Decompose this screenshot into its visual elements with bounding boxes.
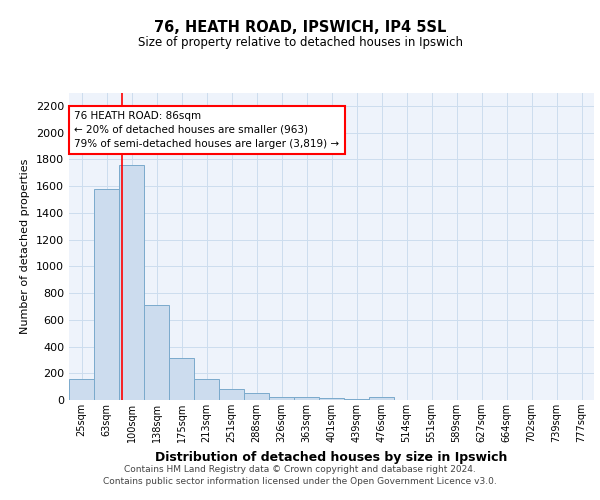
Bar	[119, 164, 144, 400]
Y-axis label: Number of detached properties: Number of detached properties	[20, 158, 31, 334]
Text: Contains public sector information licensed under the Open Government Licence v3: Contains public sector information licen…	[103, 476, 497, 486]
Bar	[294, 398, 319, 400]
Bar	[219, 388, 244, 400]
Text: Contains HM Land Registry data © Crown copyright and database right 2024.: Contains HM Land Registry data © Crown c…	[124, 466, 476, 474]
Bar	[369, 398, 394, 400]
Bar	[144, 305, 169, 400]
Bar	[94, 189, 119, 400]
Text: 76 HEATH ROAD: 86sqm
← 20% of detached houses are smaller (963)
79% of semi-deta: 76 HEATH ROAD: 86sqm ← 20% of detached h…	[74, 111, 340, 149]
Bar	[244, 394, 269, 400]
Bar	[194, 378, 219, 400]
X-axis label: Distribution of detached houses by size in Ipswich: Distribution of detached houses by size …	[155, 450, 508, 464]
Bar	[269, 396, 294, 400]
Bar	[319, 398, 344, 400]
Text: Size of property relative to detached houses in Ipswich: Size of property relative to detached ho…	[137, 36, 463, 49]
Text: 76, HEATH ROAD, IPSWICH, IP4 5SL: 76, HEATH ROAD, IPSWICH, IP4 5SL	[154, 20, 446, 35]
Bar	[169, 358, 194, 400]
Bar	[69, 378, 94, 400]
Bar	[344, 398, 369, 400]
